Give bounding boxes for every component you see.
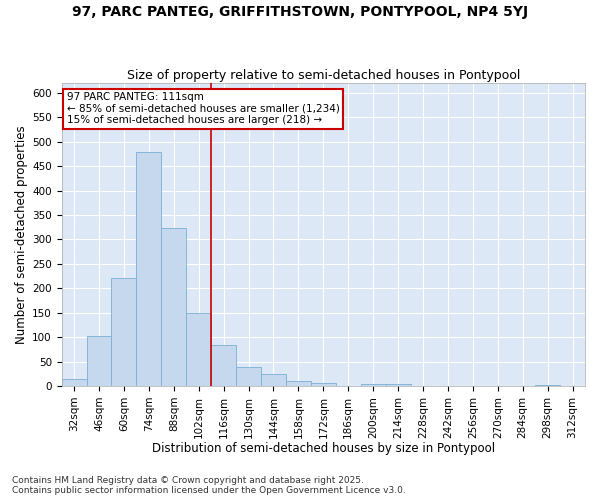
Bar xyxy=(112,278,136,386)
Bar xyxy=(361,384,386,386)
Bar xyxy=(211,346,236,386)
Text: 97 PARC PANTEG: 111sqm
← 85% of semi-detached houses are smaller (1,234)
15% of : 97 PARC PANTEG: 111sqm ← 85% of semi-det… xyxy=(67,92,340,126)
Y-axis label: Number of semi-detached properties: Number of semi-detached properties xyxy=(15,126,28,344)
Bar xyxy=(86,336,112,386)
Bar xyxy=(62,378,86,386)
Bar xyxy=(286,381,311,386)
Bar xyxy=(236,368,261,386)
Bar xyxy=(386,384,410,386)
Bar xyxy=(311,383,336,386)
Bar xyxy=(535,384,560,386)
Bar xyxy=(186,312,211,386)
X-axis label: Distribution of semi-detached houses by size in Pontypool: Distribution of semi-detached houses by … xyxy=(152,442,495,455)
Text: 97, PARC PANTEG, GRIFFITHSTOWN, PONTYPOOL, NP4 5YJ: 97, PARC PANTEG, GRIFFITHSTOWN, PONTYPOO… xyxy=(72,5,528,19)
Title: Size of property relative to semi-detached houses in Pontypool: Size of property relative to semi-detach… xyxy=(127,69,520,82)
Bar xyxy=(136,152,161,386)
Text: Contains HM Land Registry data © Crown copyright and database right 2025.
Contai: Contains HM Land Registry data © Crown c… xyxy=(12,476,406,495)
Bar xyxy=(161,228,186,386)
Bar xyxy=(261,374,286,386)
